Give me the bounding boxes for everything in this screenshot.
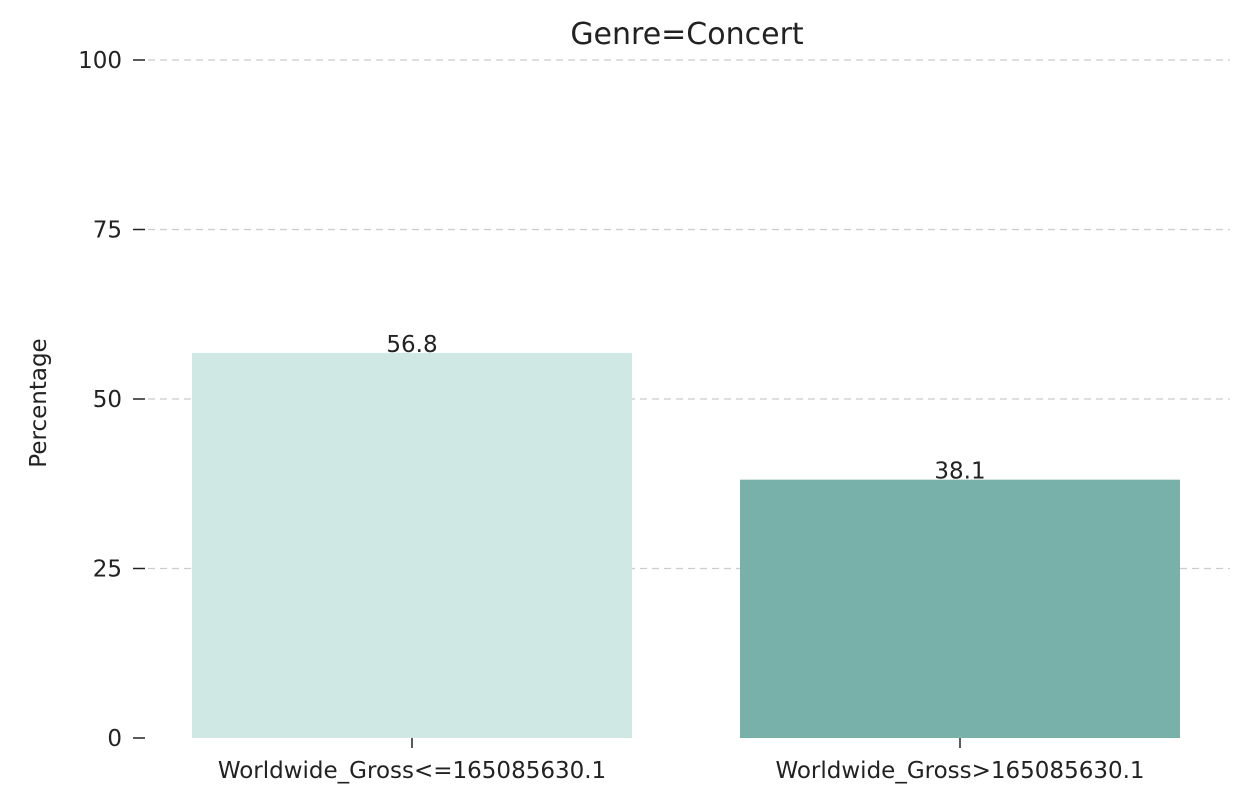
x-tick-label: Worldwide_Gross<=165085630.1 — [218, 758, 606, 784]
x-axis-ticks: Worldwide_Gross<=165085630.1 Worldwide_Gr… — [218, 738, 1145, 784]
y-axis-ticks: 0 25 50 75 100 — [78, 48, 145, 752]
y-tick-label: 75 — [93, 218, 122, 244]
bar-value-label: 38.1 — [934, 459, 985, 485]
data-labels: 56.8 38.1 — [386, 332, 985, 485]
y-tick-label: 25 — [93, 557, 122, 583]
bar — [740, 479, 1180, 738]
y-axis-label: Percentage — [26, 338, 52, 467]
x-tick-label: Worldwide_Gross>165085630.1 — [775, 758, 1144, 784]
bars — [192, 352, 1180, 738]
bar — [192, 352, 632, 738]
y-tick-label: 100 — [78, 48, 122, 74]
bar-value-label: 56.8 — [386, 332, 437, 358]
chart-title: Genre=Concert — [570, 17, 804, 52]
y-tick-label: 0 — [107, 726, 122, 752]
y-tick-label: 50 — [93, 387, 122, 413]
